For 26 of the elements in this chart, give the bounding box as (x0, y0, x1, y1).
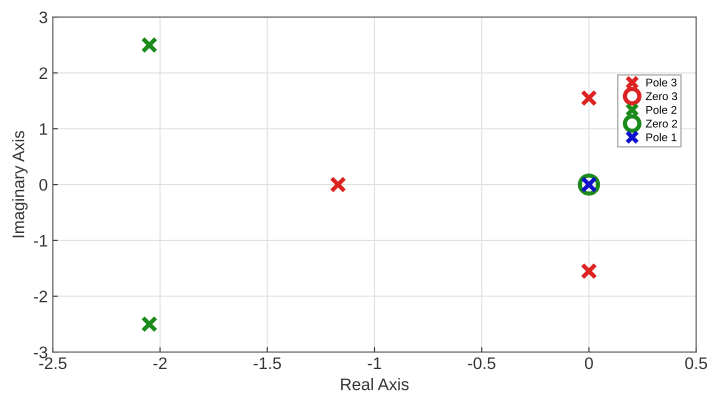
y-tick-label: -1 (34, 234, 48, 246)
y-tick-label: -3 (34, 346, 48, 358)
x-axis-title: Real Axis (341, 378, 409, 390)
point (580, 262, 598, 280)
point (580, 90, 598, 106)
y-tick-label: 1 (40, 123, 48, 135)
x-tick-label: 0 (584, 357, 593, 370)
x-tick-label: -2.5 (39, 357, 66, 370)
y-tick-label: 0 (39, 178, 48, 191)
x-tick-label: 0.5 (685, 357, 708, 370)
point (330, 176, 346, 193)
legend-label: Pole 2 (646, 106, 676, 114)
point (141, 316, 158, 332)
legend-label: Pole 1 (646, 133, 676, 142)
x-tick-label: -1.5 (254, 358, 281, 370)
x-tick-label: -1 (368, 358, 382, 369)
x-tick-label: -0.5 (468, 357, 496, 370)
legend-label: Zero 3 (646, 92, 678, 100)
y-tick-label: 2 (40, 67, 48, 79)
y-tick-label: 3 (39, 11, 48, 24)
legend-label: Zero 2 (646, 120, 678, 128)
y-axis-title: Imaginary Axis (12, 130, 28, 238)
y-tick-label: -2 (34, 290, 48, 302)
legend-label: Pole 3 (646, 78, 677, 86)
point (141, 36, 158, 54)
x-tick-label: -2 (153, 357, 167, 369)
